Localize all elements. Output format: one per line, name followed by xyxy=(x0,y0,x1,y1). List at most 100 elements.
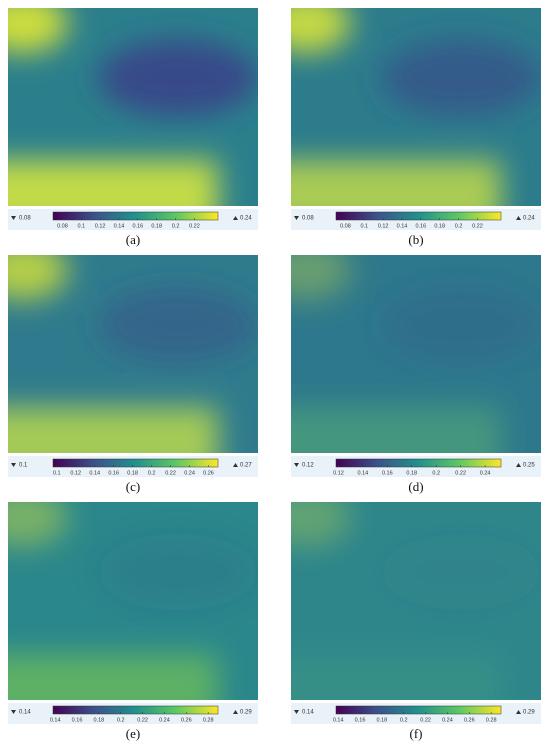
tick-label: 0.14 xyxy=(397,223,408,229)
low-region xyxy=(381,40,541,116)
tick-label: 0.16 xyxy=(108,470,119,476)
colorbar-max: 0.29 xyxy=(523,710,535,716)
tick-label: 0.18 xyxy=(434,223,445,229)
colorbar-min: 0.1 xyxy=(19,463,28,469)
heatmap xyxy=(8,502,258,700)
max-arrow xyxy=(516,710,521,714)
high-band xyxy=(291,654,501,700)
heatmap-field xyxy=(8,255,258,453)
colorbar-min: 0.08 xyxy=(302,216,314,222)
low-region xyxy=(381,287,541,363)
tick-label: 0.12 xyxy=(333,470,344,476)
high-band xyxy=(8,160,218,206)
tick-label: 0.2 xyxy=(455,223,463,229)
tick-label: 0.2 xyxy=(172,223,180,229)
colorbar xyxy=(335,458,502,468)
heatmap-field xyxy=(291,255,541,453)
heatmap xyxy=(291,502,541,700)
colorbar xyxy=(52,211,219,221)
heatmap-field xyxy=(8,502,258,700)
colorbar-max: 0.27 xyxy=(240,463,252,469)
max-arrow xyxy=(233,216,238,220)
low-region xyxy=(381,534,541,610)
tick-label: 0.18 xyxy=(406,470,417,476)
tick-label: 0.24 xyxy=(184,470,195,476)
tick-label: 0.2 xyxy=(400,717,408,723)
tick-label: 0.24 xyxy=(442,717,453,723)
tick-label: 0.22 xyxy=(137,717,148,723)
tick-label: 0.22 xyxy=(189,223,200,229)
colorbar xyxy=(335,211,502,221)
heatmap xyxy=(291,255,541,453)
min-arrow xyxy=(11,463,16,467)
high-corner xyxy=(8,8,68,53)
colorbar-min: 0.14 xyxy=(19,710,31,716)
tick-label: 0.26 xyxy=(464,717,475,723)
high-corner xyxy=(291,8,351,53)
min-arrow xyxy=(11,710,16,714)
tick-label: 0.18 xyxy=(377,717,388,723)
high-band xyxy=(291,407,501,453)
heatmap xyxy=(8,255,258,453)
low-region xyxy=(98,534,258,610)
min-arrow xyxy=(294,216,299,220)
tick-label: 0.2 xyxy=(148,470,156,476)
tick-label: 0.14 xyxy=(114,223,125,229)
heatmap-field xyxy=(8,8,258,206)
tick-label: 0.14 xyxy=(333,717,344,723)
caption: (a) xyxy=(126,232,140,247)
max-arrow xyxy=(516,463,521,467)
high-band xyxy=(8,407,218,453)
heatmap-field xyxy=(291,502,541,700)
max-arrow xyxy=(233,463,238,467)
caption: (b) xyxy=(408,232,423,247)
tick-label: 0.22 xyxy=(420,717,431,723)
panel: 0.08 0.24 0.08 0.1 0.12 0.14 0.16 0.18 0.2 0.22 (b… xyxy=(291,8,541,247)
tick-label: 0.16 xyxy=(415,223,426,229)
tick-label: 0.18 xyxy=(94,717,105,723)
panel: 0.14 0.29 0.14 0.16 0.18 0.2 0.22 0.24 0.26 0.28 (… xyxy=(8,502,258,741)
tick-label: 0.28 xyxy=(203,717,214,723)
tick-label: 0.18 xyxy=(151,223,162,229)
tick-label: 0.24 xyxy=(159,717,170,723)
min-arrow xyxy=(294,463,299,467)
high-corner xyxy=(8,255,68,300)
high-corner xyxy=(8,502,68,547)
tick-label: 0.1 xyxy=(77,223,85,229)
heatmap xyxy=(291,8,541,206)
tick-label: 0.14 xyxy=(89,470,100,476)
high-band xyxy=(8,654,218,700)
tick-label: 0.16 xyxy=(132,223,143,229)
tick-label: 0.26 xyxy=(203,470,214,476)
colorbar-min: 0.14 xyxy=(302,710,314,716)
colorbar xyxy=(52,458,219,468)
tick-label: 0.2 xyxy=(432,470,440,476)
colorbar-max: 0.29 xyxy=(240,710,252,716)
max-arrow xyxy=(233,710,238,714)
caption: (d) xyxy=(408,479,423,494)
panel: 0.12 0.25 0.12 0.14 0.16 0.18 0.2 0.22 0.24 (d) xyxy=(291,255,541,494)
tick-label: 0.22 xyxy=(165,470,176,476)
tick-label: 0.14 xyxy=(50,717,61,723)
tick-label: 0.22 xyxy=(472,223,483,229)
tick-label: 0.22 xyxy=(455,470,466,476)
tick-label: 0.16 xyxy=(382,470,393,476)
caption: (f) xyxy=(410,726,423,741)
tick-label: 0.26 xyxy=(181,717,192,723)
tick-label: 0.12 xyxy=(70,470,81,476)
colorbar-min: 0.12 xyxy=(302,463,314,469)
low-region xyxy=(98,287,258,363)
colorbar-max: 0.24 xyxy=(523,216,535,222)
high-corner xyxy=(291,255,351,300)
caption: (e) xyxy=(126,726,140,741)
panel: 0.1 0.27 0.1 0.12 0.14 0.16 0.18 0.2 0.22 0.24 0.2… xyxy=(8,255,258,494)
tick-label: 0.08 xyxy=(57,223,68,229)
caption: (c) xyxy=(126,479,140,494)
tick-label: 0.12 xyxy=(378,223,389,229)
min-arrow xyxy=(294,710,299,714)
tick-label: 0.18 xyxy=(127,470,138,476)
panel: 0.14 0.29 0.14 0.16 0.18 0.2 0.22 0.24 0.26 0.28 (… xyxy=(291,502,541,741)
max-arrow xyxy=(516,216,521,220)
min-arrow xyxy=(11,216,16,220)
